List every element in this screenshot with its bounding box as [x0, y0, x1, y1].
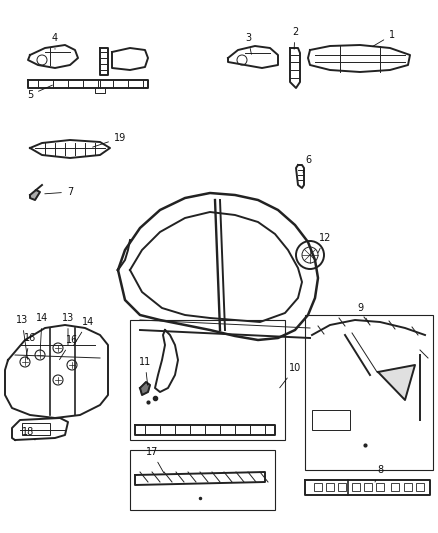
- Bar: [130, 450, 275, 510]
- Text: 2: 2: [292, 27, 298, 49]
- Text: 16: 16: [24, 333, 36, 359]
- Text: 1: 1: [372, 30, 395, 46]
- Text: 6: 6: [303, 155, 311, 172]
- Bar: [404, 483, 412, 491]
- Circle shape: [53, 375, 63, 385]
- Text: 7: 7: [45, 187, 73, 197]
- Bar: [338, 483, 346, 491]
- Text: 12: 12: [318, 233, 331, 253]
- Text: 18: 18: [22, 427, 35, 440]
- Text: 19: 19: [92, 133, 126, 147]
- Bar: [376, 483, 384, 491]
- Text: 14: 14: [74, 317, 94, 345]
- Text: 9: 9: [357, 303, 369, 322]
- Bar: [305, 315, 433, 470]
- Bar: [130, 320, 285, 440]
- Polygon shape: [30, 190, 40, 200]
- Text: 13: 13: [16, 315, 28, 359]
- Text: 8: 8: [375, 465, 383, 482]
- Text: 5: 5: [27, 85, 53, 100]
- Bar: [391, 483, 399, 491]
- Bar: [326, 483, 334, 491]
- Text: 13: 13: [62, 313, 74, 345]
- Polygon shape: [378, 365, 415, 400]
- Bar: [352, 483, 360, 491]
- Bar: [416, 483, 424, 491]
- Circle shape: [20, 357, 30, 367]
- Text: 14: 14: [36, 313, 48, 352]
- Text: 10: 10: [280, 363, 301, 388]
- Circle shape: [53, 343, 63, 353]
- Text: 17: 17: [146, 447, 164, 473]
- Bar: [314, 483, 322, 491]
- Text: 11: 11: [139, 357, 151, 385]
- Bar: [22, 423, 50, 435]
- Text: 16: 16: [60, 335, 78, 360]
- Circle shape: [35, 350, 45, 360]
- Circle shape: [67, 360, 77, 370]
- Text: 4: 4: [52, 33, 58, 49]
- Bar: [364, 483, 372, 491]
- Text: 3: 3: [245, 33, 251, 54]
- Polygon shape: [140, 382, 150, 395]
- Bar: [312, 410, 350, 430]
